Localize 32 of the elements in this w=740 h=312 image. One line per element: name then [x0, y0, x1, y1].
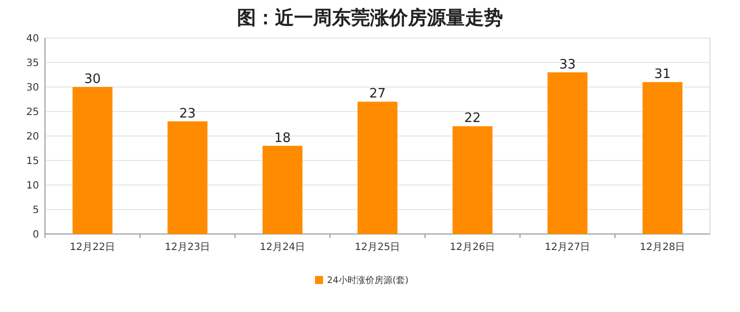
bar — [642, 82, 682, 234]
x-tick-label: 12月22日 — [70, 242, 116, 253]
y-tick-label: 10 — [26, 180, 39, 192]
data-label: 31 — [654, 67, 671, 82]
y-tick-label: 40 — [26, 34, 39, 44]
bar — [358, 102, 398, 234]
data-label: 22 — [464, 111, 481, 126]
y-tick-label: 20 — [26, 132, 39, 142]
bar — [548, 72, 588, 234]
chart-title: 图：近一周东莞涨价房源量走势 — [237, 7, 503, 29]
x-tick-label: 12月28日 — [640, 242, 686, 253]
data-label: 27 — [369, 86, 386, 102]
y-tick-label: 30 — [26, 82, 39, 94]
bar — [262, 146, 302, 234]
bar — [72, 87, 112, 234]
y-tick-label: 35 — [26, 58, 39, 69]
y-tick-label: 25 — [26, 107, 39, 118]
x-tick-label: 12月24日 — [260, 242, 306, 253]
y-tick-label: 5 — [32, 205, 39, 216]
x-tick-label: 12月25日 — [354, 242, 400, 253]
data-label: 18 — [274, 130, 291, 146]
data-label: 30 — [84, 72, 101, 87]
data-label: 23 — [179, 106, 196, 122]
bar — [452, 126, 492, 234]
bar — [168, 121, 208, 234]
x-tick-label: 12月26日 — [450, 242, 496, 253]
x-tick-label: 12月23日 — [164, 242, 210, 253]
data-label: 33 — [559, 57, 576, 72]
legend-label: 24小时涨价房源(套) — [327, 275, 408, 286]
x-tick-label: 12月27日 — [544, 242, 590, 253]
y-tick-label: 0 — [32, 230, 39, 240]
y-tick-label: 15 — [26, 156, 39, 167]
